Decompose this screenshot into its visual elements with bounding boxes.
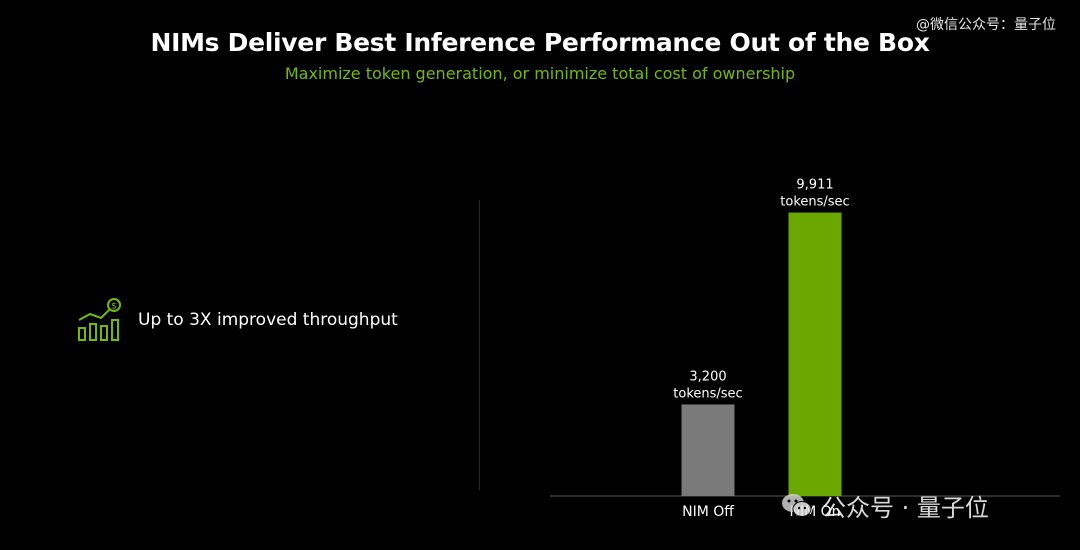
watermark-bottom: 公众号 · 量子位 bbox=[780, 488, 989, 523]
bar-unit-label: tokens/sec bbox=[673, 386, 742, 401]
page-subtitle: Maximize token generation, or minimize t… bbox=[284, 64, 796, 83]
bar-nim-on bbox=[788, 212, 842, 496]
page-title: NIMs Deliver Best Inference Performance … bbox=[150, 28, 930, 57]
category-label: NIM Off bbox=[682, 504, 734, 520]
growth-chart-dollar-icon: $ bbox=[78, 298, 121, 341]
bar-unit-label: tokens/sec bbox=[780, 195, 849, 210]
feature-text: Up to 3X improved throughput bbox=[138, 310, 398, 330]
bar-value-label: 3,200 bbox=[689, 369, 726, 384]
svg-text:$: $ bbox=[111, 302, 117, 312]
wechat-icon bbox=[782, 493, 812, 517]
watermark-top: @微信公众号：量子位 bbox=[916, 17, 1056, 33]
bar-nim-off bbox=[681, 404, 735, 496]
feature-item: $ Up to 3X improved throughput bbox=[76, 296, 398, 344]
section-divider bbox=[479, 200, 480, 490]
watermark-bottom-text: 公众号 · 量子位 bbox=[822, 494, 989, 522]
bar-value-label: 9,911 bbox=[796, 178, 833, 193]
